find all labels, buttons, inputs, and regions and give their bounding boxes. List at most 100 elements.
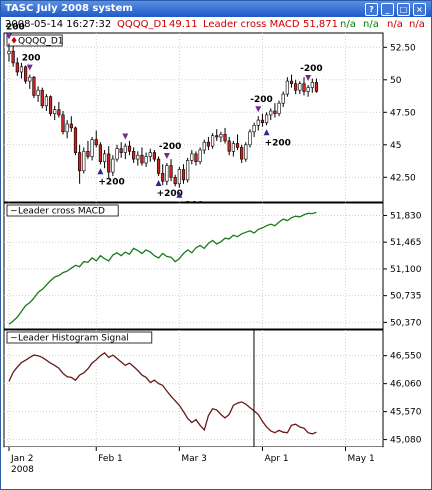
candle-body bbox=[44, 96, 48, 107]
y-tick-label: 47.50 bbox=[390, 108, 416, 118]
info-na-2: n/a bbox=[363, 19, 379, 30]
candle-body bbox=[181, 169, 186, 181]
candle-body bbox=[206, 141, 211, 147]
candle-body bbox=[264, 114, 269, 124]
panel-title-box bbox=[6, 204, 119, 217]
candle-body bbox=[223, 134, 227, 142]
buy-signal-arrow bbox=[155, 180, 162, 186]
candle-body bbox=[198, 149, 202, 162]
candle-body bbox=[281, 93, 285, 104]
maximize-button[interactable]: □ bbox=[397, 3, 410, 16]
candle-body bbox=[24, 66, 28, 82]
y-tick-label: 51,830 bbox=[390, 211, 422, 221]
title-bar: TASC July 2008 system ? _ □ × bbox=[1, 1, 431, 17]
candle-body bbox=[127, 145, 132, 152]
candle-body bbox=[306, 87, 310, 92]
candle-body bbox=[111, 158, 115, 173]
x-tick-label: Jan 2 bbox=[10, 454, 33, 464]
candle-body bbox=[165, 165, 169, 182]
panel-title-icon: ♦ bbox=[10, 37, 18, 47]
x-axis-band bbox=[4, 447, 383, 487]
series-line bbox=[8, 211, 317, 325]
signal-label: +200 bbox=[98, 177, 124, 187]
signal-label: +200 bbox=[157, 189, 183, 199]
candle-body bbox=[136, 154, 140, 160]
y-tick-label: 45,080 bbox=[390, 436, 422, 446]
candle-body bbox=[94, 139, 98, 146]
candle-body bbox=[169, 165, 173, 178]
sell-signal-arrow bbox=[305, 75, 312, 81]
candle-body bbox=[78, 152, 82, 172]
signal-label: 200 bbox=[22, 54, 41, 64]
candle-body bbox=[173, 177, 177, 185]
candle-body bbox=[48, 96, 53, 114]
buy-signal-arrow bbox=[97, 168, 104, 175]
candle-body bbox=[194, 153, 198, 162]
info-na-3: n/a bbox=[387, 19, 403, 30]
candle-body bbox=[36, 89, 40, 96]
x-year-label: 2008 bbox=[11, 465, 34, 475]
help-button[interactable]: ? bbox=[365, 3, 378, 16]
x-tick-label: Apr 1 bbox=[264, 454, 288, 464]
candle-body bbox=[269, 110, 273, 116]
candle-body bbox=[82, 151, 86, 172]
y-tick-label: 52.50 bbox=[390, 43, 416, 53]
series-line bbox=[8, 351, 317, 435]
signal-label: +200 bbox=[265, 138, 291, 148]
sell-signal-arrow bbox=[163, 153, 170, 159]
candle-body bbox=[227, 140, 231, 152]
candle-body bbox=[32, 76, 36, 96]
buy-signal-arrow bbox=[176, 191, 183, 198]
panel-title-box bbox=[6, 34, 63, 47]
y-tick-label: 50,735 bbox=[390, 292, 422, 302]
candle-body bbox=[314, 82, 319, 92]
candle-body bbox=[202, 141, 206, 151]
candle-body bbox=[11, 50, 15, 64]
sell-signal-arrow bbox=[6, 33, 12, 40]
candle-body bbox=[73, 127, 78, 153]
candle-body bbox=[57, 109, 61, 116]
candle-body bbox=[294, 83, 298, 91]
sell-signal-arrow bbox=[255, 106, 262, 113]
y-tick-label: 51,465 bbox=[390, 238, 422, 248]
candle-body bbox=[40, 89, 44, 107]
panel-title: QQQQ_D1 bbox=[18, 37, 64, 47]
panel-frame bbox=[3, 329, 384, 448]
candle-body bbox=[123, 145, 127, 153]
info-symbol: QQQQ_D1 bbox=[117, 19, 168, 30]
y-tick-label: 46,060 bbox=[390, 380, 422, 390]
x-tick-label: May 1 bbox=[348, 454, 375, 464]
candle-body bbox=[152, 152, 157, 160]
info-na-1: n/a bbox=[340, 19, 356, 30]
y-tick-label: 42.50 bbox=[390, 173, 416, 183]
buy-signal-arrow bbox=[263, 129, 270, 136]
candle-body bbox=[98, 144, 103, 163]
sell-signal-arrow bbox=[122, 133, 129, 140]
signal-label: -200 bbox=[159, 142, 182, 152]
histogram-panel: 46,550 46,060 45,570 45,080 ~ Leader Histogra… bbox=[3, 329, 422, 448]
panel-title: Leader cross MACD bbox=[18, 207, 105, 217]
candle-body bbox=[90, 139, 94, 157]
info-indicator-value: 51,871 bbox=[303, 19, 338, 30]
candle-body bbox=[190, 153, 194, 161]
candle-body bbox=[7, 50, 11, 55]
info-datetime: 2008-05-14 16:27:32 bbox=[5, 19, 112, 30]
candle-body bbox=[132, 151, 136, 160]
y-tick-label: 50,370 bbox=[390, 318, 422, 328]
close-button[interactable]: × bbox=[413, 3, 426, 16]
candle-body bbox=[119, 148, 123, 153]
candle-body bbox=[273, 110, 277, 114]
candle-body bbox=[69, 123, 73, 129]
panel-title-icon: ~ bbox=[10, 334, 18, 344]
candle-body bbox=[65, 123, 69, 133]
info-bar: 2008-05-14 16:27:32 QQQQ_D1 49.11 Leader… bbox=[1, 17, 431, 32]
y-tick-label: 46,550 bbox=[390, 352, 422, 362]
candle-body bbox=[177, 169, 181, 185]
y-tick-label: 45 bbox=[390, 141, 401, 151]
minimize-button[interactable]: _ bbox=[381, 3, 394, 16]
candle-body bbox=[86, 151, 90, 157]
candle-body bbox=[210, 135, 215, 147]
candle-body bbox=[310, 82, 314, 88]
